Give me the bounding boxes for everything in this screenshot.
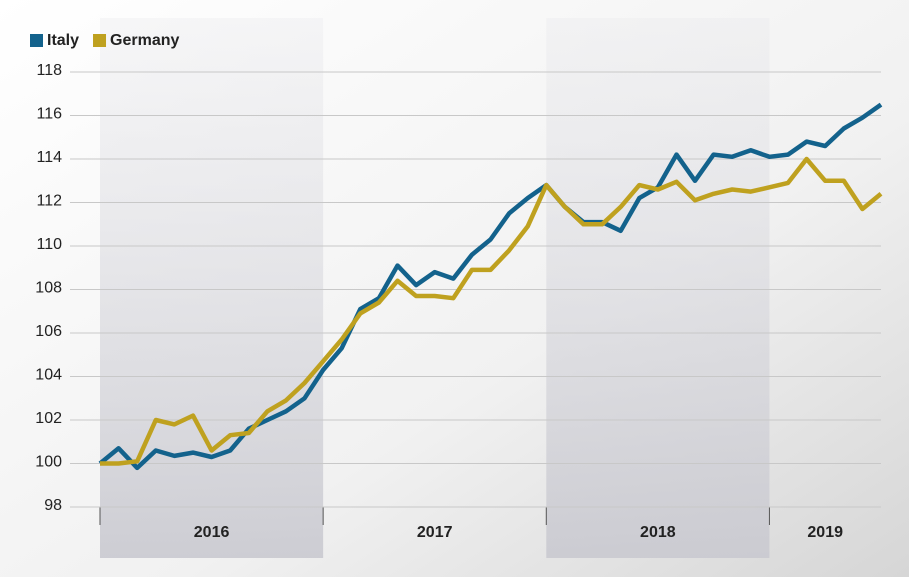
x-tick-label: 2018 bbox=[640, 524, 676, 541]
legend-label: Italy bbox=[47, 32, 79, 49]
y-tick-label: 102 bbox=[35, 410, 62, 427]
legend: Italy Germany bbox=[30, 32, 179, 49]
y-tick-label: 112 bbox=[36, 193, 62, 210]
y-tick-label: 118 bbox=[36, 62, 62, 79]
lines bbox=[98, 102, 883, 471]
legend-swatch bbox=[93, 34, 107, 47]
legend-swatch bbox=[30, 34, 43, 47]
y-tick-label: 100 bbox=[35, 454, 62, 471]
x-tick-label: 2019 bbox=[807, 524, 843, 541]
y-tick-label: 98 bbox=[44, 497, 62, 514]
y-tick-label: 114 bbox=[36, 149, 62, 166]
year-band bbox=[546, 18, 770, 558]
series-line bbox=[98, 102, 883, 471]
y-tick-label: 104 bbox=[35, 367, 62, 384]
legend-label: Germany bbox=[110, 32, 179, 49]
grid: 98 100 102 104 106 108 110 112 114 116 118 bbox=[35, 62, 881, 514]
y-tick-label: 108 bbox=[35, 280, 62, 297]
year-bands: 2016 2017 2018 2019 bbox=[99, 18, 843, 558]
y-tick-label: 110 bbox=[36, 236, 62, 253]
y-tick-label: 116 bbox=[36, 106, 62, 123]
x-tick-label: 2017 bbox=[417, 524, 453, 541]
year-band bbox=[100, 18, 324, 558]
x-tick-label: 2016 bbox=[194, 524, 230, 541]
series-line bbox=[100, 156, 883, 466]
y-tick-label: 106 bbox=[35, 323, 62, 340]
